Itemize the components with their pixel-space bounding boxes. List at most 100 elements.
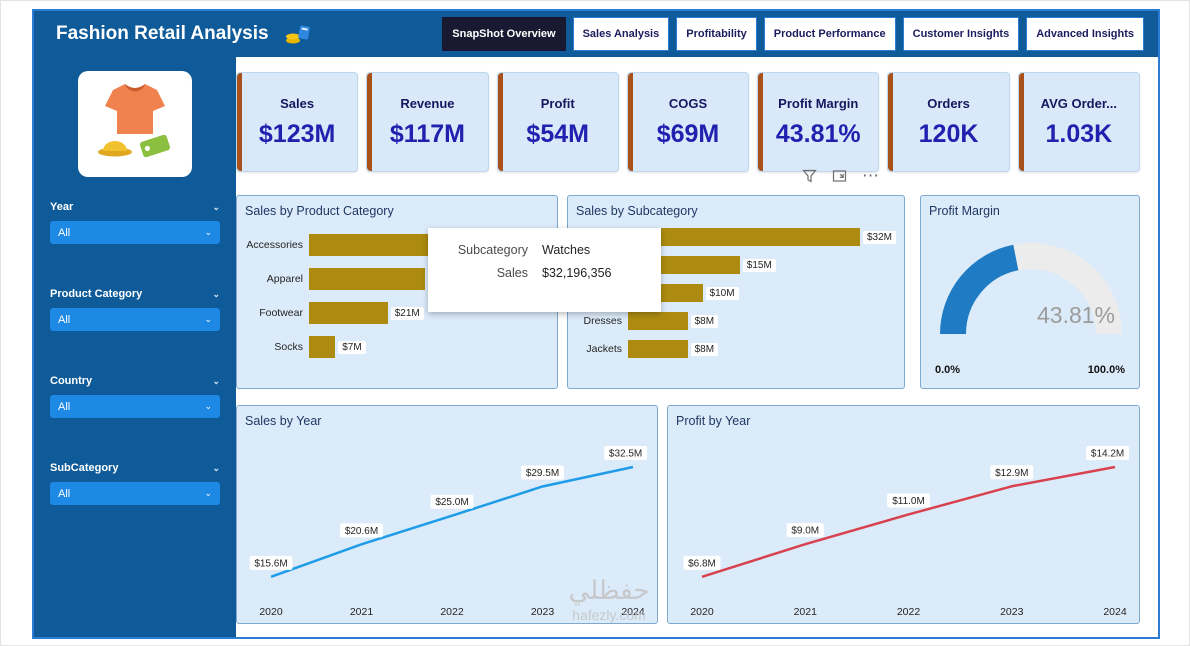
kpi-card-profit: Profit $54M <box>496 72 619 172</box>
kpi-card-revenue: Revenue $117M <box>366 72 489 172</box>
bar-row: Jackets $8M <box>576 340 896 358</box>
kpi-value: 43.81% <box>775 119 861 148</box>
x-tick: 2024 <box>1103 606 1127 618</box>
subcategory-dropdown[interactable]: All ⌄ <box>50 482 220 505</box>
svg-text:$29.5M: $29.5M <box>526 468 559 479</box>
filter-label-text: Year <box>50 201 74 213</box>
filter-label-country: Country ⌄ <box>50 375 220 387</box>
bar-socks[interactable] <box>309 336 336 358</box>
svg-text:$14.2M: $14.2M <box>1091 448 1124 459</box>
bar-value-label: $8M <box>690 314 719 328</box>
product-category-dropdown[interactable]: All ⌄ <box>50 308 220 331</box>
dashboard-frame: Fashion Retail Analysis SnapShot Overvie… <box>32 9 1160 639</box>
profit-by-year-chart[interactable]: Profit by Year $6.8M $9.0M $11.0M $12.9M $14… <box>667 405 1140 624</box>
svg-text:$25.0M: $25.0M <box>435 497 468 508</box>
bar-track <box>309 268 549 290</box>
filter-label-text: Product Category <box>50 288 143 300</box>
category-label: Socks <box>274 341 303 353</box>
svg-text:$32.5M: $32.5M <box>609 448 642 459</box>
bar-watches[interactable] <box>628 228 860 246</box>
tab-advanced-insights[interactable]: Advanced Insights <box>1026 17 1144 51</box>
top-bar: Fashion Retail Analysis SnapShot Overvie… <box>34 11 1158 57</box>
kpi-value: $123M <box>258 119 336 148</box>
x-tick: 2022 <box>896 606 921 618</box>
gauge-value: 43.81% <box>1036 302 1115 328</box>
svg-text:$20.6M: $20.6M <box>345 526 378 537</box>
x-tick: 2020 <box>259 606 283 618</box>
category-label: Apparel <box>266 273 303 285</box>
x-tick: 2021 <box>349 606 374 618</box>
sales-by-year-chart[interactable]: Sales by Year $15.6M $20.6M $25.0M $29.5M $3… <box>236 405 658 624</box>
country-dropdown[interactable]: All ⌄ <box>50 395 220 418</box>
tooltip-label: Sales <box>496 266 528 280</box>
shopping-coins-icon <box>285 23 311 45</box>
bar-track: $8M <box>628 312 896 330</box>
dropdown-value: All <box>58 487 71 500</box>
clothes-graphic-icon <box>98 84 171 158</box>
profit-line[interactable]: $6.8M $9.0M $11.0M $12.9M $14.2M <box>676 432 1131 600</box>
bar-dresses[interactable] <box>628 312 688 330</box>
kpi-card-profit-margin: Profit Margin 43.81% <box>757 72 880 172</box>
kpi-label: Revenue <box>400 95 455 111</box>
bar-track: $15M <box>628 256 896 274</box>
x-tick: 2020 <box>690 606 714 618</box>
filter-icon[interactable] <box>802 169 817 183</box>
svg-text:$15.6M: $15.6M <box>254 558 287 569</box>
bar-footwear[interactable] <box>309 302 388 324</box>
bar-value-label: $15M <box>742 258 776 272</box>
kpi-value: 1.03K <box>1045 119 1113 148</box>
filter-label-year: Year ⌄ <box>50 201 220 213</box>
bar-value-label: $8M <box>690 342 719 356</box>
nav-tabs: SnapShot Overview Sales Analysis Profita… <box>442 17 1144 51</box>
category-label: Dresses <box>583 315 622 327</box>
tab-profitability[interactable]: Profitability <box>676 17 757 51</box>
kpi-value: 120K <box>918 119 979 148</box>
chevron-down-icon[interactable]: ⌄ <box>212 462 220 473</box>
sales-line[interactable]: $15.6M $20.6M $25.0M $29.5M $32.5M <box>245 432 649 600</box>
chart-title: Sales by Subcategory <box>576 204 698 218</box>
chevron-down-icon[interactable]: ⌄ <box>212 375 220 386</box>
kpi-value: $117M <box>389 119 465 148</box>
tab-product-performance[interactable]: Product Performance <box>763 17 896 51</box>
year-dropdown[interactable]: All ⌄ <box>50 221 220 244</box>
profit-margin-gauge[interactable]: Profit Margin 43.81% 0.0% 100.0% <box>920 195 1140 389</box>
kpi-label: Profit <box>540 95 575 111</box>
kpi-label: Orders <box>927 95 970 111</box>
line-chart-area: $6.8M $9.0M $11.0M $12.9M $14.2M 2020 2021 2… <box>676 432 1131 621</box>
kpi-card-sales: Sales $123M <box>236 72 359 172</box>
bar-apparel[interactable] <box>309 268 426 290</box>
category-label: Footwear <box>259 307 303 319</box>
gauge-max-label: 100.0% <box>1087 364 1125 376</box>
focus-mode-icon[interactable] <box>832 169 847 183</box>
dropdown-value: All <box>58 400 71 413</box>
chevron-down-icon[interactable]: ⌄ <box>212 288 220 299</box>
chevron-down-icon[interactable]: ⌄ <box>212 201 220 212</box>
line-chart-area: $15.6M $20.6M $25.0M $29.5M $32.5M 2020 2021… <box>245 432 649 621</box>
bar-track: $10M <box>628 284 896 302</box>
tooltip-row: Sales $32,196,356 <box>440 266 649 280</box>
filter-sidebar: Year ⌄ All ⌄ Product Category ⌄ All ⌄ Co… <box>34 57 236 637</box>
kpi-card-cogs: COGS $69M <box>626 72 750 172</box>
bar-jackets[interactable] <box>628 340 688 358</box>
tooltip-value: Watches <box>542 243 591 257</box>
kpi-label: AVG Order... <box>1040 95 1117 111</box>
chart-title: Profit Margin <box>929 204 1000 218</box>
gauge-min-label: 0.0% <box>935 364 961 376</box>
tooltip-value: $32,196,356 <box>542 266 612 280</box>
tooltip-row: Subcategory Watches <box>440 243 649 257</box>
category-label: Jackets <box>586 343 622 355</box>
more-options-icon[interactable]: ⋯ <box>862 166 879 185</box>
bar-row: Socks $7M <box>245 336 549 358</box>
chevron-down-icon: ⌄ <box>204 401 212 411</box>
x-axis: 2020 2021 2022 2023 2024 <box>676 605 1131 621</box>
bar-track: $32M <box>628 228 896 246</box>
tooltip-label: Subcategory <box>457 243 528 257</box>
kpi-card-avg-order: AVG Order... 1.03K <box>1017 72 1140 172</box>
tab-snapshot-overview[interactable]: SnapShot Overview <box>442 17 566 51</box>
filter-label-product-category: Product Category ⌄ <box>50 288 220 300</box>
page-title: Fashion Retail Analysis <box>56 23 269 44</box>
tab-sales-analysis[interactable]: Sales Analysis <box>572 17 670 51</box>
kpi-label: Sales <box>280 95 315 111</box>
bar-track: $8M <box>628 340 896 358</box>
tab-customer-insights[interactable]: Customer Insights <box>902 17 1020 51</box>
